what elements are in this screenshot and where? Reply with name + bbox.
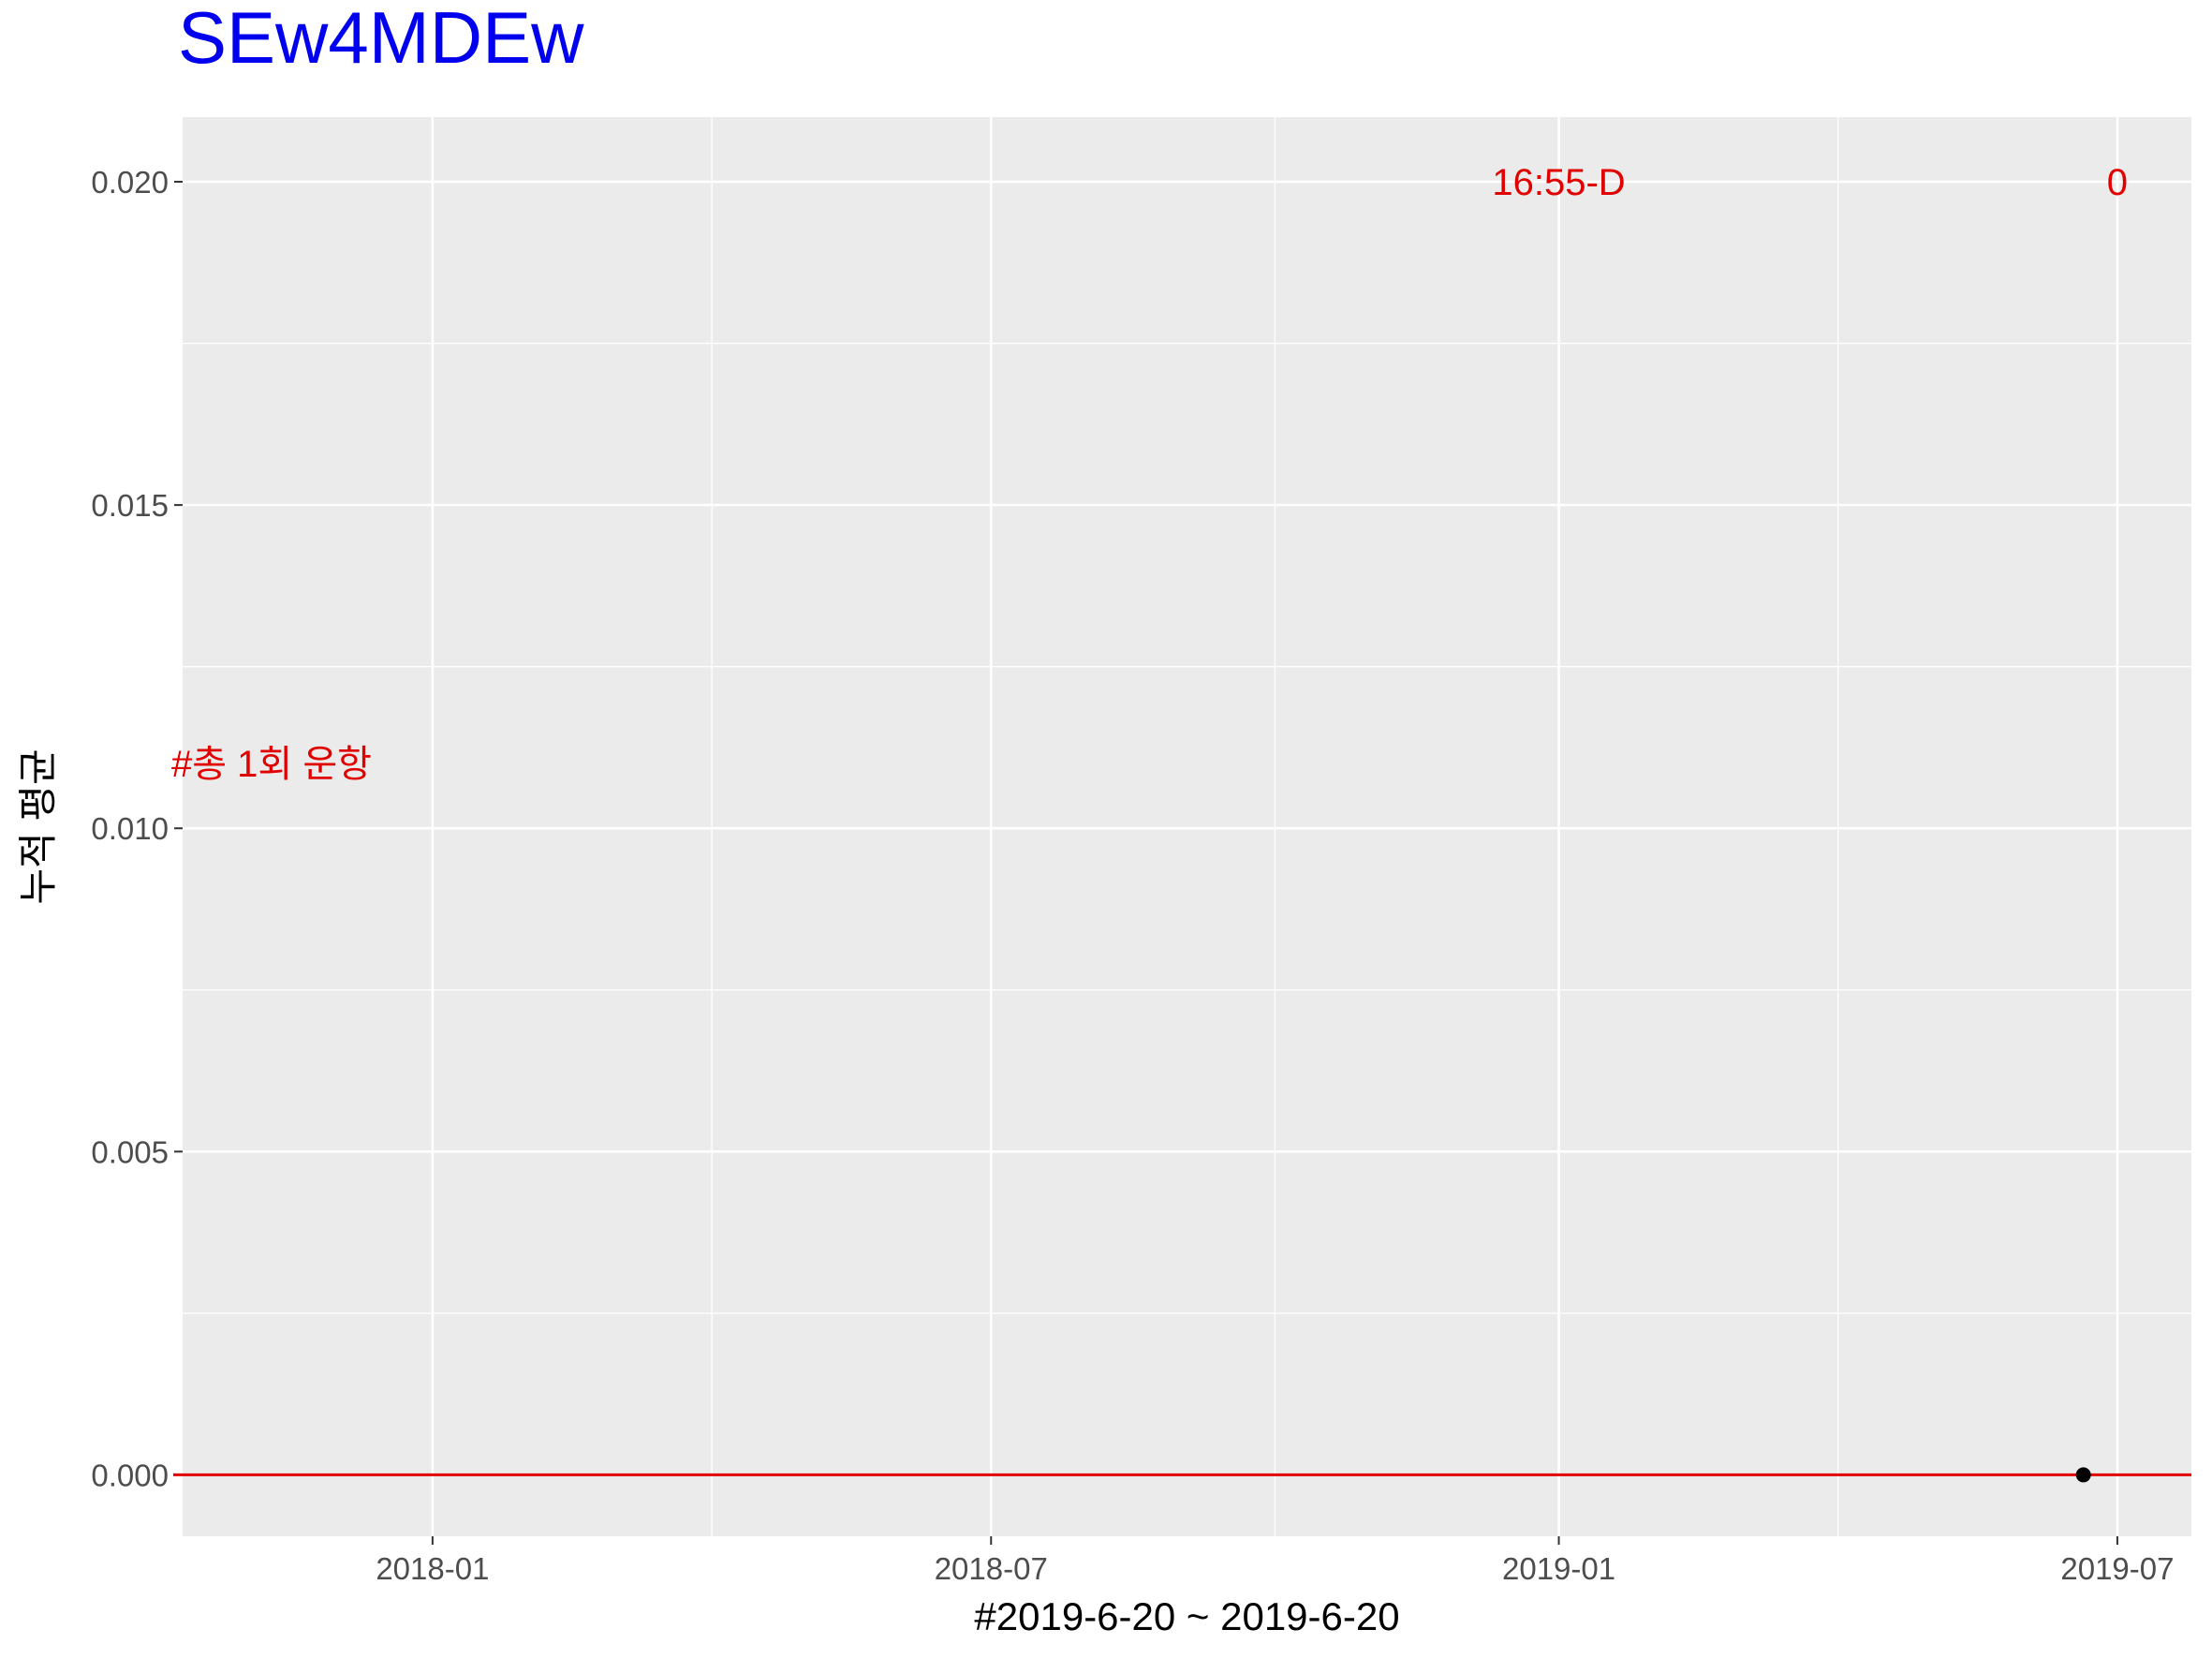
annotation-label: #총 1회 운항 — [171, 744, 372, 785]
x-tick-label: 2019-01 — [1502, 1551, 1615, 1586]
chart-title: SEw4MDEw — [178, 0, 584, 79]
grid-lines — [183, 117, 2191, 1536]
y-tick-label: 0.000 — [91, 1458, 169, 1492]
annotation-label: 0 — [2107, 162, 2128, 203]
x-tick-label: 2018-07 — [935, 1551, 1048, 1586]
y-tick-label: 0.015 — [91, 488, 169, 523]
data-point — [2075, 1467, 2091, 1483]
x-tick-label: 2018-01 — [376, 1551, 489, 1586]
y-axis-title: 누적 평균 — [16, 748, 60, 904]
y-tick-label: 0.020 — [91, 165, 169, 200]
data-points — [2075, 1467, 2091, 1483]
plot-panel — [183, 117, 2191, 1536]
y-tick-label: 0.010 — [91, 811, 169, 846]
x-axis-title: #2019-6-20 ~ 2019-6-20 — [974, 1594, 1399, 1638]
axes: 2018-01 2018-07 2019-01 2019-07 0.000 0.005 0.… — [91, 165, 2174, 1586]
annotation-label: 16:55-D — [1492, 162, 1625, 203]
annotations: 16:55-D 0 #총 1회 운항 — [171, 162, 2128, 785]
x-tick-label: 2019-07 — [2060, 1551, 2174, 1586]
y-tick-label: 0.005 — [91, 1134, 169, 1169]
